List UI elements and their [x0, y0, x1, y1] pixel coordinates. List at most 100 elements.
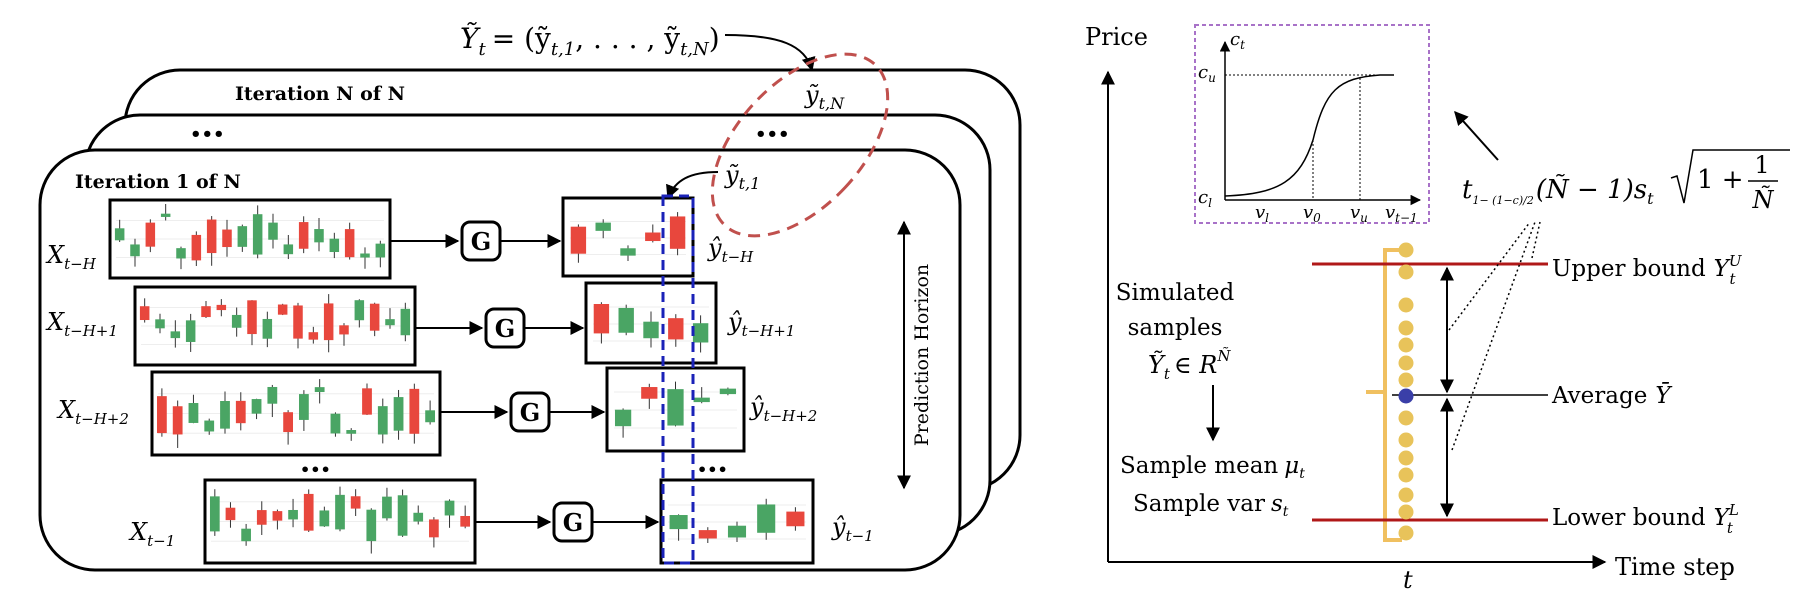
- average-label: Average Ȳ: [1551, 383, 1673, 409]
- y-hat-row4: ŷt−1: [831, 513, 874, 545]
- candle-body: [303, 493, 314, 531]
- ellipsis-dots-left: •••: [190, 124, 225, 145]
- candles-input-row4: [209, 486, 471, 554]
- candle-body: [235, 400, 246, 424]
- candles-output-row4: [668, 498, 806, 544]
- candle-body: [669, 515, 688, 530]
- candle-body: [727, 525, 747, 538]
- candle-body: [247, 300, 257, 335]
- candle-body: [618, 307, 634, 333]
- candle-body: [188, 403, 199, 423]
- candle-body: [614, 409, 632, 427]
- candle-body: [262, 318, 273, 339]
- candle-body: [375, 243, 386, 258]
- sample-var-label: Sample var st: [1133, 491, 1289, 520]
- y-t1-arrow: [666, 171, 719, 200]
- equation-arrow: [724, 34, 816, 72]
- candle-body: [298, 222, 309, 249]
- candle-body: [620, 248, 636, 256]
- candle-body: [382, 496, 392, 519]
- sample-dots: [1398, 242, 1414, 541]
- y-hat-row1: ŷt−H: [707, 234, 754, 266]
- candle-body: [757, 504, 776, 533]
- candle-body: [256, 510, 267, 525]
- prediction-horizon-label: Prediction Horizon: [911, 264, 933, 446]
- ensemble-equation: Ỹt = (ỹt,1, . . . , ỹt,N): [460, 22, 720, 60]
- candle-body: [293, 305, 303, 339]
- candle-body: [786, 511, 805, 527]
- candle-body: [643, 321, 659, 339]
- inset-cu: cu: [1198, 62, 1216, 85]
- candle-body: [366, 509, 377, 542]
- candle-body: [369, 303, 380, 331]
- inset-cl: cl: [1198, 187, 1212, 210]
- candle-body: [170, 331, 181, 339]
- candle-body: [354, 300, 365, 321]
- sample-mean-label: Sample mean μt: [1120, 453, 1305, 482]
- t-label: t: [1403, 566, 1413, 594]
- candle-body: [393, 397, 404, 431]
- sqrt-content: 1 +: [1697, 165, 1744, 195]
- candles-input-row3: [156, 379, 436, 448]
- candle-body: [283, 244, 294, 255]
- interval-formula: t1− (1−c)/2(Ñ − 1)st: [1462, 173, 1654, 208]
- upper-bound-label: Upper bound YU t: [1552, 252, 1743, 288]
- candle-body: [283, 412, 294, 433]
- candle-body: [314, 229, 324, 243]
- candle-body: [570, 226, 587, 254]
- candle-body: [298, 394, 309, 420]
- candle-body: [155, 319, 165, 329]
- frac-denominator: Ñ: [1752, 184, 1775, 214]
- candle-body: [693, 397, 710, 403]
- candle-body: [323, 303, 334, 341]
- candle-body: [191, 234, 202, 261]
- candle-body: [209, 496, 220, 532]
- candle-body: [308, 332, 319, 340]
- candle-body: [595, 222, 611, 231]
- y-tilde-tn: ỹt,N: [804, 81, 845, 113]
- candle-body: [698, 530, 717, 539]
- inset-ct: ct: [1230, 29, 1245, 52]
- candle-body: [251, 399, 262, 414]
- mean-dot: [1398, 388, 1414, 404]
- candle-body: [593, 303, 610, 334]
- inset-vl: vl: [1255, 202, 1269, 225]
- generator-label-row1: G: [471, 227, 492, 256]
- y-hat-row2: ŷt−H+1: [727, 308, 795, 340]
- candles-output-row2: [593, 302, 709, 353]
- candle-body: [377, 406, 388, 435]
- frac-numerator: 1: [1754, 151, 1769, 179]
- candle-body: [360, 253, 370, 258]
- candle-body: [460, 515, 471, 527]
- candle-body: [350, 496, 361, 509]
- y-hat-row3: ŷt−H+2: [749, 393, 817, 425]
- candle-body: [641, 387, 658, 399]
- candles-input-row2: [139, 294, 411, 353]
- formula-to-inset-arrow: [1454, 110, 1499, 161]
- candle-body: [185, 320, 196, 342]
- candle-body: [314, 387, 325, 393]
- sample-bracket: [1366, 248, 1402, 542]
- inset-plot: [1219, 40, 1422, 206]
- y-tilde-t1: ỹt,1: [724, 161, 760, 193]
- candle-body: [413, 512, 424, 522]
- inset-v0: v0: [1303, 202, 1321, 225]
- generator-label-row2: G: [495, 314, 516, 343]
- ellipsis-dots-right: •••: [755, 124, 790, 145]
- candle-body: [425, 410, 436, 423]
- candle-body: [268, 222, 278, 240]
- candle-body: [319, 510, 330, 527]
- candle-body: [206, 219, 217, 254]
- samples-label: samples: [1128, 315, 1223, 341]
- candle-body: [362, 388, 372, 415]
- sample-set-expr: Ỹt ∈ RÑ: [1148, 347, 1231, 383]
- candle-body: [400, 308, 411, 336]
- candle-body: [397, 495, 408, 536]
- candle-body: [114, 228, 125, 241]
- candle-body: [139, 306, 150, 321]
- candle-body: [346, 430, 357, 434]
- candle-body: [231, 314, 242, 328]
- inset-box: [1194, 24, 1430, 224]
- candle-body: [222, 229, 232, 248]
